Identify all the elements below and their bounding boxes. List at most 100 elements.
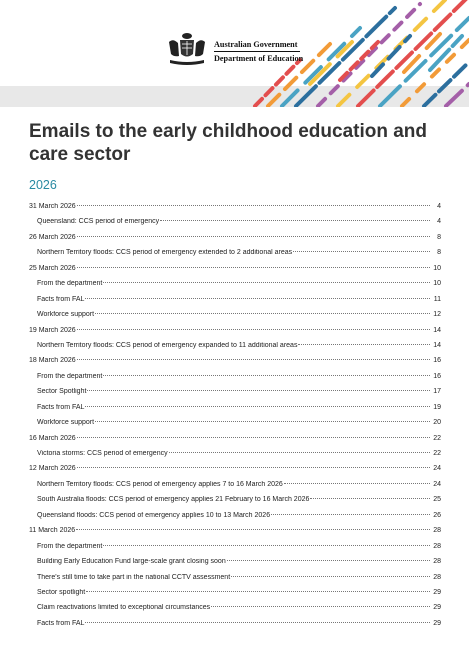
toc-entry-title: Facts from FAL [37, 295, 85, 303]
toc-entry[interactable]: Claim reactivations limited to exception… [29, 604, 441, 619]
toc-entry[interactable]: Victoria storms: CCS period of emergency… [29, 450, 441, 465]
toc-dot-leader [298, 343, 430, 345]
toc-date-entry[interactable]: 11 March 2026 28 [29, 527, 441, 542]
gov-line-australian-government: Australian Government [214, 40, 298, 49]
toc-page-number: 20 [433, 419, 441, 427]
toc-entry[interactable]: There's still time to take part in the n… [29, 574, 441, 589]
toc-page-number: 14 [433, 341, 441, 349]
stripe-segment [356, 0, 468, 107]
decorative-stripes [253, 0, 469, 107]
stripe-segment [444, 82, 469, 107]
stripe-segment [266, 42, 332, 107]
toc-page-number: 28 [433, 573, 441, 581]
toc-entry-title: South Australia floods: CCS period of em… [37, 496, 310, 504]
toc-date-entry[interactable]: 26 March 2026 8 [29, 234, 441, 249]
toc-dot-leader [76, 467, 430, 469]
toc-dot-leader [86, 590, 430, 592]
toc-page-number: 28 [433, 527, 441, 535]
toc-entry[interactable]: Sector spotlight 29 [29, 589, 441, 604]
toc-entry-title: 16 March 2026 [29, 434, 76, 442]
toc-entry-title: 12 March 2026 [29, 465, 76, 473]
toc-entry[interactable]: Sector Spotlight 17 [29, 388, 441, 403]
page-header: Australian Government Department of Educ… [0, 0, 469, 107]
toc-date-entry[interactable]: 12 March 2026 24 [29, 465, 441, 480]
government-wordmark: Australian Government Department of Educ… [214, 40, 303, 64]
toc-dot-leader [95, 421, 430, 423]
toc-entry-title: Northern Territory floods: CCS period of… [37, 249, 293, 257]
stripe-segment [400, 38, 469, 107]
toc-entry[interactable]: Northern Territory floods: CCS period of… [29, 481, 441, 496]
stripe-segment [378, 16, 469, 107]
toc-dot-leader [76, 235, 430, 237]
toc-entry[interactable]: Queensland floods: CCS period of emergen… [29, 512, 441, 527]
stripe-segment [316, 2, 422, 107]
toc-page-number: 11 [433, 295, 441, 303]
table-of-contents: 31 March 2026 4 Queensland: CCS period of … [29, 203, 441, 635]
toc-page-number: 28 [433, 542, 441, 550]
toc-page-number: 24 [433, 480, 441, 488]
toc-page-number: 24 [433, 465, 441, 473]
page-title: Emails to the early childhood education … [29, 121, 428, 165]
toc-entry-title: There's still time to take part in the n… [37, 573, 231, 581]
toc-dot-leader [103, 282, 430, 284]
toc-page-number: 4 [437, 218, 441, 226]
toc-dot-leader [76, 359, 430, 361]
toc-date-entry[interactable]: 18 March 2026 16 [29, 357, 441, 372]
toc-entry[interactable]: South Australia floods: CCS period of em… [29, 496, 441, 511]
toc-entry-title: 26 March 2026 [29, 233, 76, 241]
toc-dot-leader [168, 452, 430, 453]
toc-entry[interactable]: Facts from FAL 19 [29, 404, 441, 419]
toc-entry[interactable]: Facts from FAL 29 [29, 620, 441, 635]
stripe-segment [338, 40, 380, 82]
stripe-segment [370, 34, 412, 78]
toc-entry-title: 11 March 2026 [29, 527, 76, 535]
toc-entry-title: Queensland floods: CCS period of emergen… [37, 511, 271, 519]
toc-dot-leader [76, 436, 430, 438]
toc-page-number: 28 [433, 558, 441, 566]
stripe-segment [294, 6, 397, 107]
toc-entry[interactable]: Northern Territory floods: CCS period of… [29, 342, 441, 357]
toc-entry-title: Facts from FAL [37, 403, 85, 411]
toc-page-number: 22 [433, 450, 441, 457]
toc-entry-title: Victoria storms: CCS period of emergency [37, 450, 168, 457]
toc-page-number: 8 [437, 249, 441, 257]
toc-page-number: 12 [433, 311, 441, 319]
toc-entry[interactable]: From the department 16 [29, 373, 441, 388]
toc-page-number: 29 [433, 588, 441, 596]
toc-entry[interactable]: Northern Territory floods: CCS period of… [29, 249, 441, 264]
toc-entry-title: Building Early Education Fund large-scal… [37, 558, 226, 566]
toc-entry[interactable]: Workforce support 20 [29, 419, 441, 434]
toc-dot-leader [95, 313, 430, 315]
toc-entry[interactable]: From the department 10 [29, 280, 441, 295]
toc-page-number: 22 [433, 434, 441, 442]
toc-dot-leader [76, 205, 430, 206]
toc-dot-leader [160, 220, 430, 222]
stripe-segment [308, 40, 354, 86]
toc-entry-title: Claim reactivations limited to exception… [37, 604, 211, 612]
toc-entry[interactable]: Queensland: CCS period of emergency 4 [29, 218, 441, 233]
toc-entry[interactable]: Facts from FAL 11 [29, 296, 441, 311]
toc-page-number: 16 [433, 357, 441, 365]
toc-entry-title: Workforce support [37, 311, 95, 319]
toc-date-entry[interactable]: 31 March 2026 4 [29, 203, 441, 218]
toc-entry[interactable]: Building Early Education Fund large-scal… [29, 558, 441, 573]
toc-page-number: 19 [433, 403, 441, 411]
toc-date-entry[interactable]: 16 March 2026 22 [29, 435, 441, 450]
toc-entry-title: 18 March 2026 [29, 357, 76, 365]
toc-page-number: 25 [433, 496, 441, 504]
toc-page-number: 29 [433, 619, 441, 627]
toc-dot-leader [231, 575, 430, 577]
toc-entry[interactable]: Workforce support 12 [29, 311, 441, 326]
toc-dot-leader [283, 482, 430, 484]
toc-dot-leader [76, 266, 430, 268]
toc-date-entry[interactable]: 25 March 2026 10 [29, 265, 441, 280]
toc-page-number: 10 [433, 264, 441, 272]
toc-dot-leader [211, 606, 430, 608]
toc-date-entry[interactable]: 19 March 2026 14 [29, 327, 441, 342]
toc-entry-title: From the department [37, 280, 103, 288]
toc-entry[interactable]: From the department 28 [29, 543, 441, 558]
toc-dot-leader [76, 529, 430, 531]
toc-dot-leader [293, 251, 430, 253]
toc-page-number: 4 [437, 203, 441, 210]
stripe-segment [422, 60, 469, 107]
